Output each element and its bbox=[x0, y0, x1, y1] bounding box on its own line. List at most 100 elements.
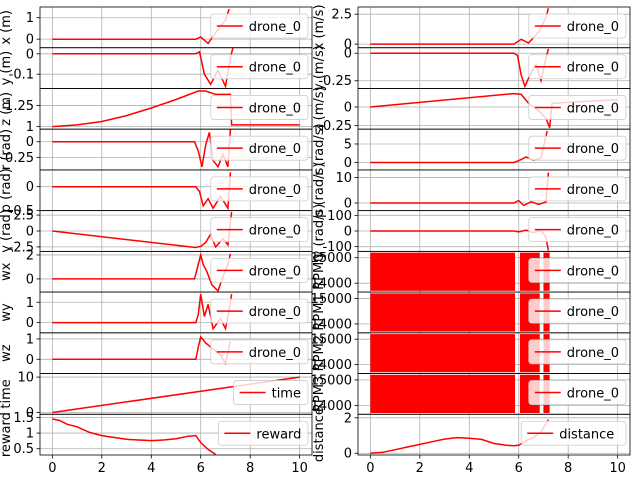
legend-box bbox=[210, 54, 309, 80]
legend: drone_0 bbox=[528, 380, 627, 405]
y-tick-label: 1 bbox=[26, 120, 34, 135]
series-band bbox=[370, 252, 516, 291]
y-axis-label: reward bbox=[0, 412, 14, 457]
y-tick-label: 0 bbox=[26, 272, 34, 287]
legend-box bbox=[528, 95, 627, 120]
legend-label: drone_0 bbox=[567, 346, 619, 361]
legend-box bbox=[210, 298, 309, 324]
legend: distance bbox=[520, 420, 627, 446]
series-line bbox=[52, 252, 232, 293]
y-tick-label: 0 bbox=[26, 316, 34, 331]
y-axis-label: z (m) bbox=[0, 92, 14, 126]
y-axis-label: x (m) bbox=[0, 10, 14, 45]
legend-label: drone_0 bbox=[567, 305, 619, 320]
y-tick-label: 14000 bbox=[311, 399, 352, 414]
legend-label: drone_0 bbox=[249, 61, 301, 76]
y-tick-label: -0.1 bbox=[9, 68, 34, 83]
y-tick-label: 0 bbox=[26, 47, 34, 62]
y-axis-label: y (m) bbox=[0, 51, 14, 86]
legend: drone_0 bbox=[210, 54, 309, 80]
series-line bbox=[52, 293, 233, 331]
y-axis-label: r (rad) bbox=[0, 129, 14, 170]
y-axis-label: x (m/s) bbox=[312, 4, 327, 50]
y-tick-label: 0 bbox=[344, 100, 352, 115]
legend-label: time bbox=[272, 387, 301, 402]
y-tick-label: 10 bbox=[17, 371, 34, 386]
y-axis-label: y (rad/s) bbox=[312, 204, 327, 259]
subplot-z-m--0: 1 1.25z (m) drone_0 bbox=[0, 88, 313, 135]
subplot-r-rad-s--1: 5 0 r (rad/s) drone_0 bbox=[312, 123, 631, 176]
legend-box bbox=[528, 13, 627, 39]
series-band bbox=[370, 334, 516, 373]
legend-label: drone_0 bbox=[567, 224, 619, 239]
legend: drone_0 bbox=[210, 95, 309, 120]
y-tick-label: -0.5 bbox=[9, 204, 34, 219]
legend-label: drone_0 bbox=[567, 101, 619, 116]
legend-label: drone_0 bbox=[249, 142, 301, 157]
y-tick-label: 14000 bbox=[311, 277, 352, 292]
y-axis-label: wy bbox=[0, 303, 14, 322]
legend: drone_0 bbox=[210, 135, 309, 161]
x-tick-label: 2 bbox=[416, 461, 424, 476]
legend-box bbox=[520, 420, 627, 446]
series-line bbox=[52, 129, 232, 169]
x-tick-label: 0 bbox=[366, 461, 374, 476]
legend-label: drone_0 bbox=[249, 20, 301, 35]
y-tick-label: -0.25 bbox=[0, 151, 34, 166]
legend: drone_0 bbox=[210, 339, 309, 365]
y-tick-label: 0 bbox=[26, 33, 34, 48]
legend-label: reward bbox=[256, 427, 301, 442]
y-tick-label: -0.25 bbox=[318, 74, 352, 89]
y-tick-label: -0.25 bbox=[318, 119, 352, 134]
legend: drone_0 bbox=[528, 339, 627, 365]
legend-box bbox=[210, 257, 309, 283]
legend: drone_0 bbox=[528, 298, 627, 324]
y-tick-label: 0 bbox=[26, 406, 34, 421]
legend: reward bbox=[217, 420, 309, 446]
legend-box bbox=[210, 339, 309, 365]
legend: drone_0 bbox=[210, 217, 309, 243]
subplot-x-m--0: 0 1 x (m) drone_0 bbox=[0, 6, 313, 49]
x-tick-label: 8 bbox=[564, 461, 572, 476]
series-band bbox=[370, 374, 516, 413]
legend: drone_0 bbox=[528, 217, 627, 243]
legend-label: drone_0 bbox=[249, 346, 301, 361]
series-line bbox=[52, 418, 217, 456]
legend: drone_0 bbox=[210, 298, 309, 324]
legend-box bbox=[528, 380, 627, 405]
x-tick-label: 2 bbox=[98, 461, 106, 476]
y-axis-label: RPM1 bbox=[312, 294, 327, 330]
y-tick-label: 15000 bbox=[311, 373, 352, 388]
x-tick-label: 8 bbox=[246, 461, 254, 476]
legend: drone_0 bbox=[210, 176, 309, 202]
subplot-z-m-s--1: 0 -0.25z (m/s) drone_0 bbox=[312, 86, 631, 134]
y-tick-label: 1 bbox=[26, 427, 34, 442]
y-axis-label: wz bbox=[0, 344, 14, 362]
x-tick-label: 0 bbox=[48, 461, 56, 476]
axes-frame bbox=[39, 413, 313, 456]
series-band bbox=[370, 293, 516, 332]
legend: drone_0 bbox=[528, 95, 627, 120]
y-tick-label: 15000 bbox=[311, 333, 352, 348]
y-tick-label: 0 bbox=[344, 197, 352, 212]
y-tick-label: 0 bbox=[26, 180, 34, 195]
legend: drone_0 bbox=[210, 257, 309, 283]
y-axis-label: y (rad) bbox=[0, 209, 14, 253]
subplot-r-rad--0: 0-0.25r (rad) drone_0 bbox=[0, 128, 313, 171]
legend-label: drone_0 bbox=[249, 101, 301, 116]
x-tick-label: 6 bbox=[515, 461, 523, 476]
legend-label: drone_0 bbox=[249, 183, 301, 198]
axes-frame bbox=[357, 413, 631, 456]
legend: time bbox=[233, 380, 309, 405]
legend-label: drone_0 bbox=[567, 20, 619, 35]
y-tick-label: 1 bbox=[26, 296, 34, 311]
series-line bbox=[370, 172, 550, 207]
legend: drone_0 bbox=[528, 257, 627, 283]
y-axis-label: p (rad/s) bbox=[312, 163, 327, 218]
y-axis-label: RPM2 bbox=[312, 335, 327, 371]
legend: drone_0 bbox=[528, 13, 627, 39]
y-axis-label: r (rad/s) bbox=[312, 123, 327, 175]
legend-box bbox=[210, 13, 309, 39]
